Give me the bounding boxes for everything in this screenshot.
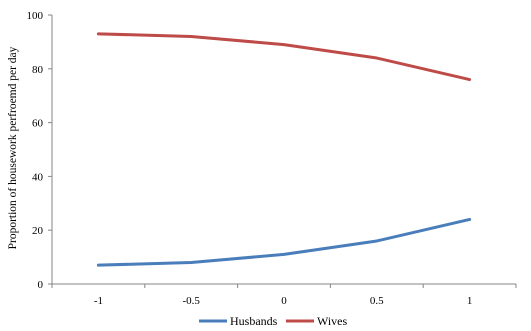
y-tick-label: 0 (38, 279, 44, 291)
y-tick-label: 40 (32, 171, 44, 183)
series-line-wives (96, 32, 472, 82)
x-tick-label: 0.5 (370, 295, 384, 307)
x-axis-ticks: -1 -0.5 0 0.5 1 (51, 284, 517, 307)
y-axis-title: Proportion of housework perfroemd per da… (7, 46, 19, 249)
series-line-husbands (96, 217, 472, 267)
y-tick-label: 100 (27, 10, 44, 22)
legend-label-wives: Wives (317, 314, 348, 328)
series-layer (96, 32, 472, 267)
x-tick-label: 1 (467, 295, 473, 307)
x-tick-label: -1 (94, 295, 103, 307)
legend: Husbands Wives (199, 314, 348, 328)
y-axis-ticks: 0 20 40 60 80 100 (27, 10, 52, 291)
legend-label-husbands: Husbands (230, 314, 278, 328)
x-tick-label: -0.5 (182, 295, 200, 307)
y-tick-label: 60 (32, 118, 44, 130)
x-tick-label: 0 (281, 295, 287, 307)
y-tick-label: 80 (32, 64, 44, 76)
y-tick-label: 20 (32, 225, 44, 237)
